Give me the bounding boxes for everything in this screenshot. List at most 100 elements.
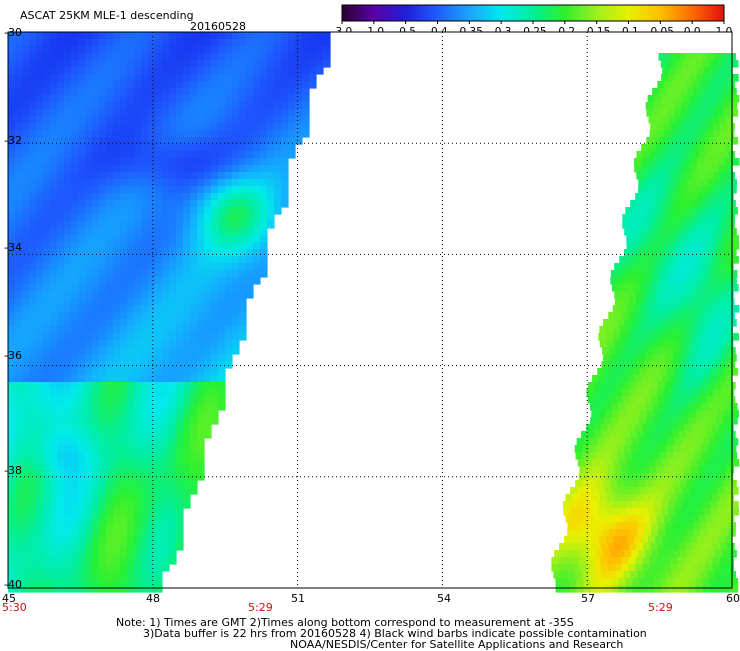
swath-cell: [246, 123, 254, 131]
swath-cell: [85, 529, 93, 537]
swath-cell: [15, 382, 23, 390]
swath-cell: [729, 88, 737, 96]
swath-cell: [36, 368, 44, 376]
swath-cell: [707, 529, 715, 537]
swath-cell: [8, 410, 16, 418]
swath-cell: [190, 396, 198, 404]
swath-cell: [29, 74, 37, 82]
swath-cell: [162, 333, 170, 341]
swath-cell: [646, 585, 655, 593]
swath-cell: [675, 74, 683, 82]
swath-cell: [720, 382, 729, 390]
swath-cell: [631, 550, 639, 558]
swath-cell: [169, 557, 177, 565]
swath-cell: [692, 123, 700, 131]
swath-cell: [22, 291, 30, 299]
swath-cell: [632, 578, 641, 586]
swath-cell: [22, 459, 30, 467]
swath-cell: [78, 116, 86, 124]
swath-cell: [169, 242, 177, 250]
swath-cell: [232, 53, 240, 61]
swath-cell: [232, 172, 240, 180]
swath-cell: [183, 39, 191, 47]
swath-cell: [78, 494, 86, 502]
swath-cell: [715, 179, 723, 187]
swath-cell: [705, 193, 713, 201]
swath-cell: [673, 480, 681, 488]
swath-cell: [50, 242, 58, 250]
swath-cell: [703, 333, 711, 341]
swath-cell: [225, 284, 233, 292]
swath-cell: [589, 480, 597, 488]
swath-cell: [708, 319, 716, 327]
swath-cell: [50, 270, 58, 278]
swath-cell: [85, 207, 93, 215]
swath-cell: [623, 571, 632, 579]
swath-cell: [92, 424, 100, 432]
swath-cell: [134, 270, 142, 278]
swath-cell: [127, 235, 135, 243]
swath-cell: [148, 536, 156, 544]
swath-cell: [50, 340, 58, 348]
swath-cell: [141, 214, 149, 222]
swath-cell: [64, 529, 72, 537]
swath-cell: [99, 550, 107, 558]
swath-cell: [57, 515, 65, 523]
swath-cell: [113, 235, 121, 243]
swath-cell: [183, 340, 191, 348]
swath-cell: [211, 165, 219, 173]
swath-cell: [71, 382, 79, 390]
swath-cell: [626, 459, 635, 467]
swath-cell: [197, 46, 205, 54]
swath-cell: [36, 116, 44, 124]
swath-cell: [633, 158, 642, 166]
swath-cell: [120, 522, 128, 530]
swath-cell: [92, 417, 100, 425]
swath-cell: [176, 417, 184, 425]
swath-cell: [295, 39, 303, 47]
swath-cell: [127, 382, 135, 390]
swath-cell: [591, 487, 599, 495]
swath-cell: [50, 480, 58, 488]
swath-cell: [92, 389, 100, 397]
swath-cell: [721, 445, 730, 453]
swath-cell: [64, 207, 72, 215]
swath-cell: [204, 263, 212, 271]
swath-cell: [78, 459, 86, 467]
swath-cell: [225, 228, 233, 236]
swath-cell: [22, 410, 30, 418]
swath-cell: [267, 221, 275, 229]
swath-cell: [699, 382, 708, 390]
swath-cell: [197, 452, 205, 460]
swath-cell: [169, 452, 177, 460]
swath-cell: [155, 501, 163, 509]
swath-cell: [50, 249, 58, 257]
swath-cell: [29, 536, 37, 544]
swath-cell: [716, 207, 724, 215]
swath-cell: [50, 487, 58, 495]
swath-cell: [36, 165, 44, 173]
swath-cell: [78, 179, 86, 187]
swath-cell: [190, 480, 198, 488]
swath-cell: [155, 375, 163, 383]
swath-cell: [211, 270, 219, 278]
swath-cell: [85, 431, 93, 439]
swath-cell: [600, 557, 609, 565]
swath-cell: [106, 543, 114, 551]
swath-cell: [99, 60, 107, 68]
swath-cell: [707, 200, 715, 208]
swath-cell: [651, 445, 660, 453]
swath-cell: [197, 95, 205, 103]
swath-cell: [78, 158, 86, 166]
swath-cell: [176, 172, 184, 180]
swath-cell: [29, 368, 37, 376]
swath-cell: [148, 277, 156, 285]
swath-cell: [85, 466, 93, 474]
swath-cell: [148, 473, 156, 481]
swath-cell: [647, 242, 656, 250]
swath-cell: [218, 158, 226, 166]
swath-cell: [693, 347, 701, 355]
swath-cell: [274, 165, 282, 173]
swath-cell: [183, 298, 191, 306]
swath-cell: [302, 32, 310, 40]
